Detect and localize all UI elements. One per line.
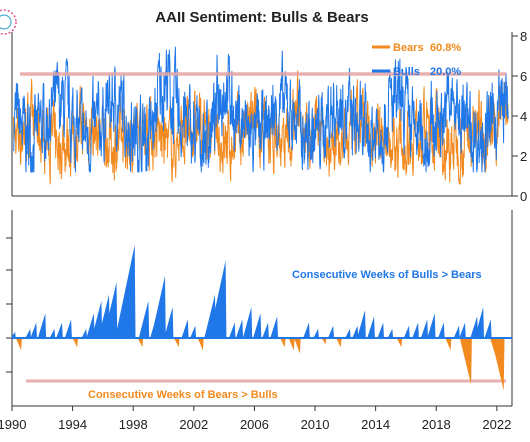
top-y-tick-label: 2 (520, 149, 527, 164)
bulls-streak-area (30, 322, 37, 338)
x-tick-label: 2010 (301, 417, 330, 432)
bulls-streak-area (412, 322, 419, 338)
top-y-ticks: 8 6 4 2 0 (512, 29, 527, 204)
bulls-streak-area (357, 310, 366, 338)
bears-streak-area (491, 338, 505, 391)
top-y-tick-label: 6 (520, 69, 527, 84)
bulls-streak-area (470, 316, 478, 338)
bulls-streak-area (86, 313, 95, 338)
x-tick-label: 1994 (58, 417, 87, 432)
x-tick-label: 1990 (0, 417, 26, 432)
bulls-streak-area (49, 328, 56, 338)
bottom-left-ticks (6, 237, 12, 373)
bulls-streak-area (56, 322, 63, 338)
top-y-tick-label: 8 (520, 29, 527, 44)
top-panel: 8 6 4 2 0 Bears 60.8% Bulls 20.0% (11, 29, 527, 204)
bulls-streak-area (25, 328, 31, 338)
bulls-streak-area (484, 319, 492, 338)
legend-label-bulls: Bulls (393, 66, 420, 78)
bulls-streak-area (164, 307, 174, 338)
bulls-streak-area (377, 322, 384, 338)
bottom-panel: Consecutive Weeks of Bulls > Bears Conse… (0, 210, 513, 432)
bulls-streak-area (303, 322, 310, 338)
bulls-streak-area (367, 316, 375, 338)
bears-streak-area (72, 338, 78, 348)
bears-streak-area (396, 338, 403, 348)
bulls-streak-area (253, 313, 262, 338)
bulls-streak-area (208, 260, 227, 338)
bulls-streak-area (427, 313, 436, 338)
bulls-streak-area (438, 322, 445, 338)
bears-streak-area (137, 338, 144, 348)
bears-streak-area (15, 338, 22, 351)
chart-title: AAII Sentiment: Bulls & Bears (155, 9, 368, 26)
bears-streak-area (280, 338, 286, 348)
x-tick-label: 1998 (119, 417, 148, 432)
legend-value-bears: 60.8% (430, 42, 461, 54)
x-tick-label: 2014 (361, 417, 390, 432)
bulls-streak-area (151, 276, 166, 338)
bulls-streak-area (352, 325, 359, 338)
legend: Bears 60.8% Bulls 20.0% (372, 42, 461, 78)
annotation-bulls-streak: Consecutive Weeks of Bulls > Bears (292, 269, 482, 281)
bulls-streak-area (64, 319, 72, 338)
legend-value-bulls: 20.0% (430, 66, 461, 78)
logo-badge (0, 9, 17, 35)
bulls-series-line (13, 46, 509, 173)
bulls-streak-area (270, 316, 278, 338)
top-y-tick-label: 0 (520, 189, 527, 204)
bulls-streak-area (236, 319, 244, 338)
bulls-streak-area (229, 322, 236, 338)
x-tick-label: 2006 (240, 417, 269, 432)
streak-areas (10, 245, 505, 391)
bulls-streak-area (459, 322, 466, 338)
bulls-streak-area (81, 328, 87, 338)
bulls-streak-area (403, 325, 410, 338)
bulls-streak-area (420, 319, 428, 338)
bears-streak-area (321, 338, 327, 345)
bulls-streak-area (262, 322, 269, 338)
bulls-streak-area (37, 313, 47, 338)
bulls-streak-area (313, 328, 319, 338)
bears-streak-area (288, 338, 295, 351)
bears-streak-area (445, 338, 452, 351)
legend-label-bears: Bears (393, 42, 424, 54)
bears-streak-area (174, 338, 180, 348)
bulls-streak-area (103, 282, 118, 338)
legend-item-bears: Bears 60.8% (372, 42, 461, 54)
bears-streak-area (197, 338, 204, 351)
x-tick-label: 2022 (482, 417, 511, 432)
x-axis-ticks: 1990 1994 1998 2002 2006 2010 2014 2018 2022 (0, 406, 511, 432)
bulls-streak-area (328, 325, 334, 338)
legend-item-bulls: Bulls 20.0% (372, 66, 461, 78)
top-y-tick-label: 4 (520, 109, 527, 124)
bulls-streak-area (345, 328, 351, 338)
bulls-streak-area (115, 245, 136, 338)
annotation-bears-streak: Consecutive Weeks of Bears > Bulls (88, 389, 278, 401)
bulls-streak-area (474, 307, 484, 338)
bulls-streak-area (181, 319, 189, 338)
bulls-streak-area (138, 300, 150, 338)
bulls-streak-area (190, 325, 197, 338)
bears-streak-area (336, 338, 342, 348)
bulls-streak-area (387, 328, 394, 338)
x-tick-label: 2018 (422, 417, 451, 432)
bears-streak-area (459, 338, 472, 385)
bears-streak-area (294, 338, 301, 354)
bulls-streak-area (10, 331, 16, 338)
x-tick-label: 2002 (179, 417, 208, 432)
bulls-streak-area (91, 300, 103, 338)
bulls-streak-area (242, 307, 253, 338)
bulls-streak-area (453, 325, 460, 338)
